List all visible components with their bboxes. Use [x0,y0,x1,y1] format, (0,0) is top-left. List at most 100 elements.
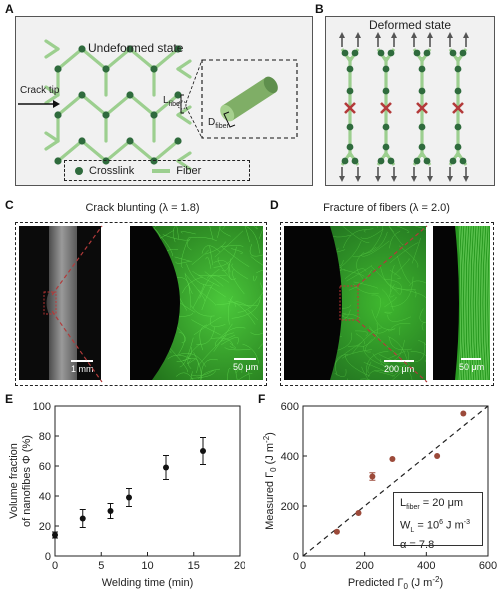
nanofiber-strand [389,230,401,249]
nanofiber-strand [388,350,406,359]
fiber-segment [104,47,132,71]
info-l-value: = 20 μm [419,497,464,509]
chart-f-diagonal [302,405,489,557]
chart-f-point [333,528,340,535]
crosslink-node [102,65,110,73]
panel-c-scale-left: 1 mm [71,364,94,374]
crosslink-node [459,157,467,165]
nanofiber-strand [408,371,413,380]
nanofiber-strand [388,226,404,246]
nanofiber-strand [188,237,217,242]
crosslink-node [449,157,457,165]
nanofiber-strand [199,324,208,351]
nanofiber-strand [363,362,389,374]
nanofiber-strand [231,297,261,319]
panel-letter-b: B [315,2,324,16]
aligned-fiber-strand [487,226,490,380]
info-l-sub: fiber [406,504,420,512]
fiber-segment [80,47,108,71]
crosslink-node [423,157,431,165]
nanofiber-strand [389,284,395,298]
crosslink-node [454,87,462,95]
nanofiber-strand [213,323,233,352]
nanofiber-strand [256,269,263,273]
nanofiber-strand [209,226,214,240]
nanofiber-strand [176,226,179,240]
nanofiber-strand [410,351,426,357]
chart-e-ytick-label: 20 [39,521,51,533]
fiber-stub [176,59,192,71]
nanofiber-strand [384,311,393,315]
panel-d-scale-left: 200 μm [384,364,415,374]
nanofiber-strand [363,346,385,366]
panel-d-overview-image: 200 μm [284,226,426,380]
nanofiber-strand [414,342,426,362]
nanofiber-strand [177,327,186,343]
nanofiber-strand [352,327,382,354]
chart-e-ytick-label: 0 [45,551,51,563]
fiber-stub [176,151,192,163]
nanofiber-strand [221,337,239,345]
info-w-unit-exp: -3 [463,519,470,527]
fiber-stub [176,105,192,117]
nanofiber-strand [162,234,190,241]
aligned-fiber-strand [462,226,465,380]
nanofiber-strand [380,265,398,291]
crosslink-node [387,49,395,57]
crosslink-node [377,49,385,57]
nanofiber-strand [360,378,371,380]
nanofiber-strand [235,367,243,374]
nanofiber-strand [418,340,426,362]
nanofiber-strand [186,263,212,286]
nanofiber-strand [364,338,373,353]
chart-f-point [369,473,376,480]
panel-f-info-box: Lfiber = 20 μm WL = 106 J m-3 α = 7.8 [393,492,483,551]
crosslink-node [150,111,158,119]
arrowhead-down [411,176,417,182]
chart-f-ylabel: Measured Γ0 (J m-2) [262,432,278,530]
arrowhead-down [427,176,433,182]
nanofiber-strand [234,301,252,308]
crosslink-node [454,65,462,73]
fiber-segment [56,93,84,117]
nanofiber-strand [209,286,226,298]
chart-e-ytick-label: 60 [39,461,51,473]
l-fiber-sub: fiber [168,101,183,108]
nanofiber-strand [342,226,370,243]
nanofiber-strand [196,326,215,345]
nanofiber-strand [259,228,263,239]
panel-c-scale-right-bar [234,358,256,360]
nanofiber-strand [206,274,230,283]
chart-f-xtick-label: 600 [479,560,497,572]
nanofiber-strand [242,343,259,364]
nanofiber-strand [348,269,372,291]
nanofiber-strand [367,370,394,378]
chart-f-xtick-label: 400 [417,560,435,572]
nanofiber-strand [371,294,382,318]
chart-f-ytick-label: 0 [293,551,299,563]
fiber-segment [152,139,180,163]
broken-crosslink-mark [380,102,392,114]
crosslink-node [78,91,86,99]
nanofiber-strand [167,354,192,360]
nanofiber-strand [389,226,395,233]
nanofiber-strand [398,245,419,268]
nanofiber-strand [249,244,263,257]
fiber-segment [56,47,84,71]
aligned-fiber-strand [468,226,472,380]
nanofiber-strand [369,326,398,355]
crosslink-node [341,157,349,165]
nanofiber-strand [370,226,383,252]
nanofiber-strand [209,315,226,327]
nanofiber-strand [355,333,365,345]
nanofiber-strand [192,270,220,287]
crosslink-node [126,137,134,145]
crosslink-node [341,49,349,57]
panel-d-scale-right-bar [461,358,481,360]
chart-f-point [389,456,396,462]
panel-c-overview-image: 1 mm [19,226,101,380]
nanofiber-strand [414,290,417,298]
panel-letter-f: F [258,392,266,406]
nanofiber-strand [184,273,206,302]
nanofiber-strand [244,226,260,254]
